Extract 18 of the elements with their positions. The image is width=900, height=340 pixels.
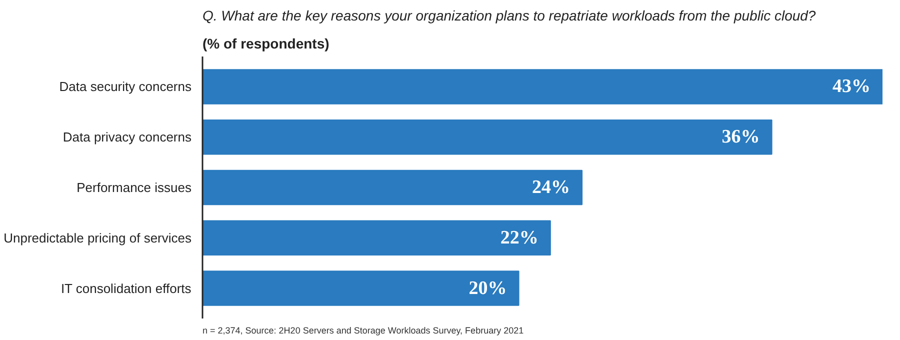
text: n = 2,374, Source: 2H20 Servers and Storage Workloads Survey, February 2021 bbox=[202, 326, 524, 336]
bar bbox=[202, 170, 583, 206]
bar bbox=[202, 69, 882, 104]
bar bbox=[202, 270, 520, 306]
data-label: 20% bbox=[468, 278, 507, 299]
bar bbox=[202, 119, 772, 155]
y-tick-label: Data privacy concerns bbox=[62, 130, 192, 145]
bar bbox=[202, 220, 551, 256]
y-tick-label: Data security concerns bbox=[59, 79, 192, 94]
y-tick-label: IT consolidation efforts bbox=[60, 280, 192, 296]
data-label: 36% bbox=[722, 126, 760, 148]
chart-title: Q. What are the key reasons your organization plans to repatriate workloads from the public cloud? bbox=[202, 8, 816, 24]
y-tick-label: Performance issues bbox=[76, 180, 192, 195]
data-label: 22% bbox=[500, 227, 538, 248]
data-label: 24% bbox=[532, 177, 570, 198]
data-label: 43% bbox=[832, 76, 870, 98]
chart-subtitle: (% of respondents) bbox=[202, 36, 330, 52]
y-tick-label: Unpredictable pricing of services bbox=[4, 230, 192, 246]
